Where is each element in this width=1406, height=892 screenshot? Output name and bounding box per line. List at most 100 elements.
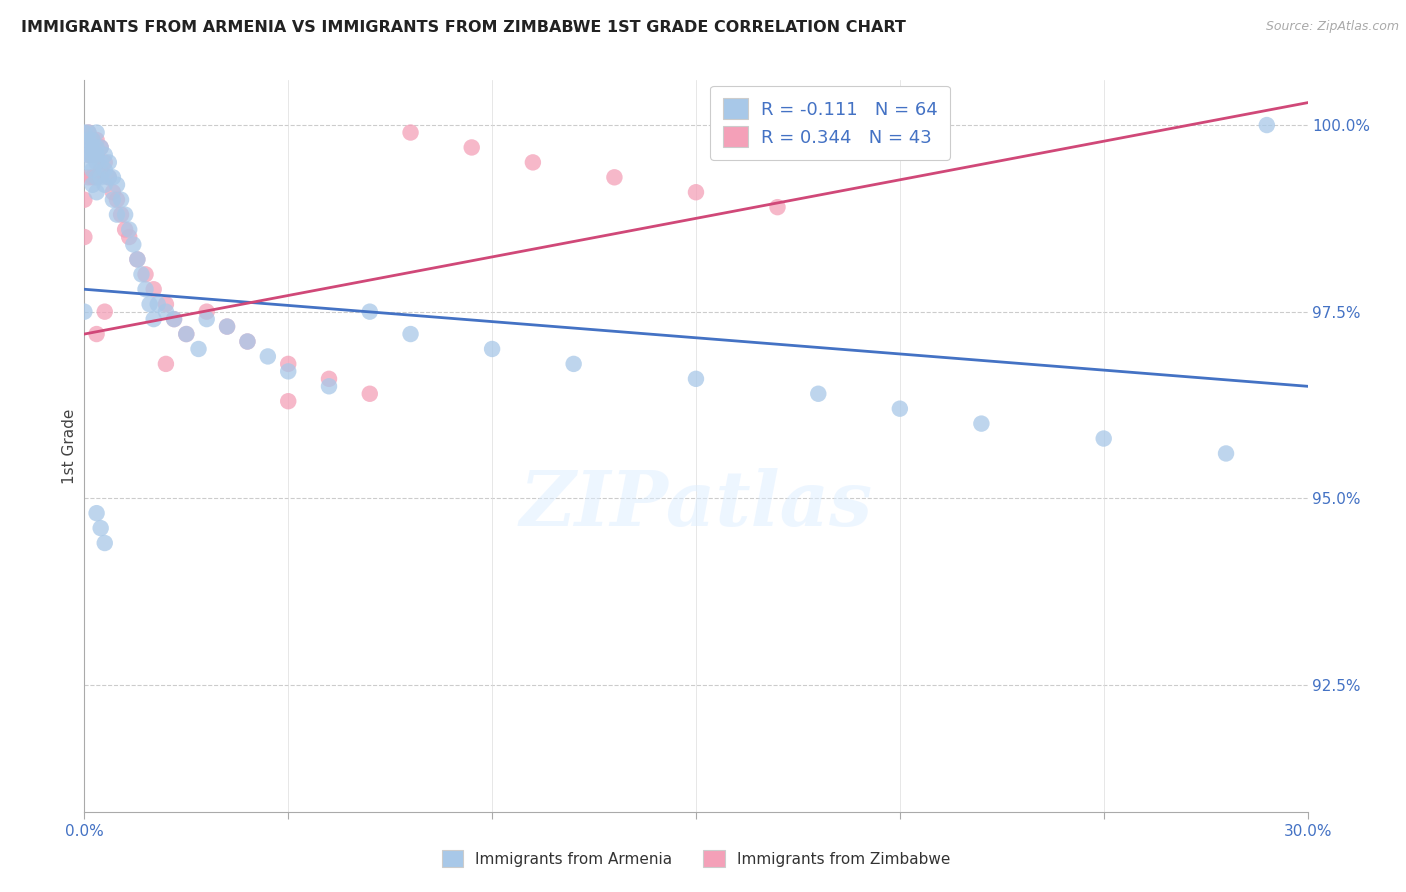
Point <box>110 193 132 207</box>
Point <box>93 178 117 192</box>
Point <box>86 126 108 140</box>
Point <box>90 140 112 154</box>
Point <box>766 200 789 214</box>
Point <box>176 326 198 341</box>
Point <box>176 326 198 341</box>
Point <box>1256 118 1278 132</box>
Point <box>73 193 96 207</box>
Point <box>138 297 160 311</box>
Point <box>685 186 707 200</box>
Point <box>86 133 108 147</box>
Point <box>118 222 141 236</box>
Point <box>105 208 128 222</box>
Point <box>86 506 108 520</box>
Point <box>187 342 209 356</box>
Point <box>77 140 100 154</box>
Point <box>522 155 544 169</box>
Point <box>970 417 993 431</box>
Point <box>82 162 104 177</box>
Point <box>236 334 259 349</box>
Point <box>97 170 120 185</box>
Point <box>93 536 117 550</box>
Point <box>318 372 340 386</box>
Text: ZIPatlas: ZIPatlas <box>519 467 873 541</box>
Point <box>1215 446 1237 460</box>
Point <box>101 193 124 207</box>
Point <box>82 148 104 162</box>
Point <box>163 312 186 326</box>
Point <box>562 357 585 371</box>
Point <box>86 148 108 162</box>
Point <box>86 326 108 341</box>
Point <box>86 155 108 169</box>
Point <box>82 148 104 162</box>
Point <box>127 252 149 267</box>
Point <box>359 386 381 401</box>
Point <box>461 140 484 154</box>
Text: Source: ZipAtlas.com: Source: ZipAtlas.com <box>1265 20 1399 33</box>
Point <box>82 133 104 147</box>
Point <box>105 178 128 192</box>
Point <box>135 282 157 296</box>
Point <box>82 178 104 192</box>
Point <box>90 140 112 154</box>
Point <box>93 304 117 318</box>
Point <box>77 148 100 162</box>
Point <box>257 350 280 364</box>
Point <box>359 304 381 318</box>
Point <box>155 304 177 318</box>
Point <box>127 252 149 267</box>
Point <box>77 126 100 140</box>
Point <box>603 170 626 185</box>
Point <box>1092 432 1115 446</box>
Point <box>73 126 96 140</box>
Point <box>195 312 218 326</box>
Point <box>90 162 112 177</box>
Point <box>399 126 422 140</box>
Point <box>101 186 124 200</box>
Point <box>122 237 145 252</box>
Point <box>73 304 96 318</box>
Point <box>93 148 117 162</box>
Point <box>97 170 120 185</box>
Point <box>77 148 100 162</box>
Point <box>110 208 132 222</box>
Text: IMMIGRANTS FROM ARMENIA VS IMMIGRANTS FROM ZIMBABWE 1ST GRADE CORRELATION CHART: IMMIGRANTS FROM ARMENIA VS IMMIGRANTS FR… <box>21 20 905 35</box>
Point <box>114 208 136 222</box>
Point <box>217 319 239 334</box>
Point <box>77 133 100 147</box>
Point <box>77 126 100 140</box>
Point <box>236 334 259 349</box>
Point <box>86 140 108 154</box>
Point <box>90 521 112 535</box>
Point <box>135 268 157 282</box>
Point <box>399 326 422 341</box>
Point <box>118 230 141 244</box>
Point <box>77 133 100 147</box>
Point <box>114 222 136 236</box>
Point <box>86 148 108 162</box>
Point <box>195 304 218 318</box>
Point <box>481 342 503 356</box>
Point <box>807 386 830 401</box>
Point <box>155 357 177 371</box>
Point <box>146 297 169 311</box>
Point <box>277 394 299 409</box>
Point <box>82 133 104 147</box>
Point <box>318 379 340 393</box>
Point <box>277 364 299 378</box>
Point <box>685 372 707 386</box>
Point <box>155 297 177 311</box>
Point <box>86 170 108 185</box>
Point <box>73 230 96 244</box>
Point <box>77 170 100 185</box>
Point <box>889 401 911 416</box>
Point <box>105 193 128 207</box>
Point <box>131 268 153 282</box>
Point <box>97 155 120 169</box>
Point <box>82 140 104 154</box>
Point <box>142 282 165 296</box>
Legend: Immigrants from Armenia, Immigrants from Zimbabwe: Immigrants from Armenia, Immigrants from… <box>436 844 956 873</box>
Point <box>101 170 124 185</box>
Point <box>142 312 165 326</box>
